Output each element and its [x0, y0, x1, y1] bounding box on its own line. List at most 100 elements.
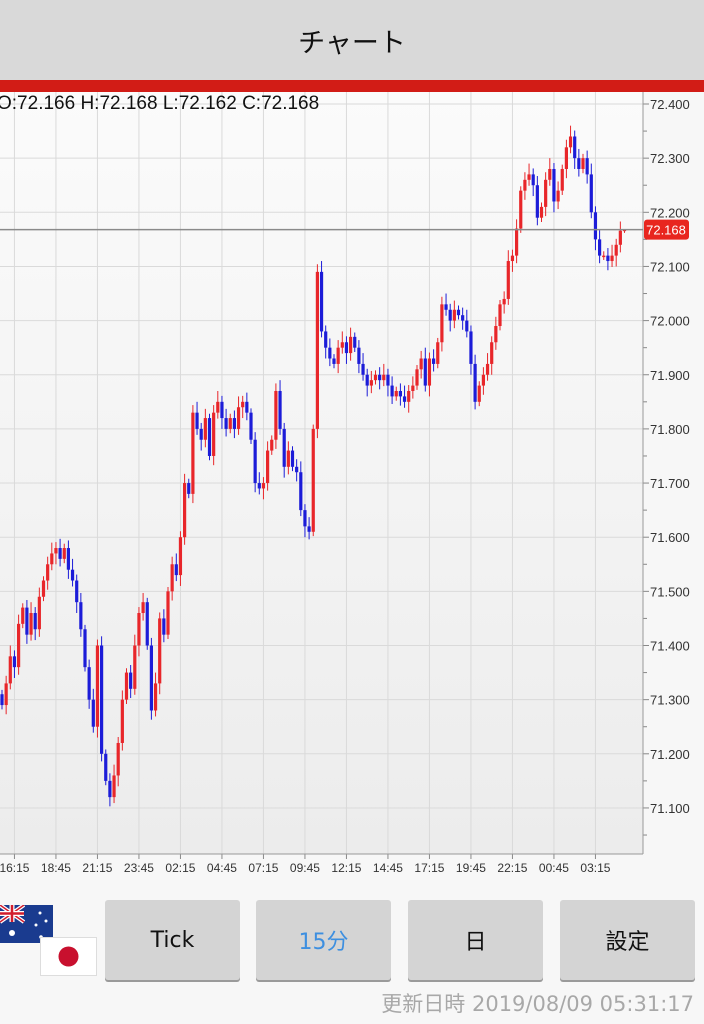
x-tick-label: 18:45	[41, 861, 71, 875]
candle-body	[307, 526, 311, 532]
candle-body	[58, 548, 62, 559]
candle-body	[170, 564, 174, 592]
candle-body	[4, 683, 8, 706]
candle-body	[236, 407, 241, 429]
candle-body	[556, 190, 560, 202]
candle-body	[324, 331, 328, 348]
candle-body	[432, 358, 436, 364]
candle-body	[108, 780, 112, 798]
app-header: チャート	[0, 0, 704, 80]
daily-button[interactable]: 日	[408, 900, 543, 980]
candle-body	[531, 174, 535, 186]
candle-body	[456, 309, 461, 316]
candle-body	[228, 418, 232, 429]
candle-body	[112, 775, 116, 798]
candle-body	[191, 412, 195, 494]
candle-body	[527, 174, 531, 180]
x-tick-label: 16:15	[0, 861, 30, 875]
candle-body	[25, 607, 29, 635]
candle-body	[249, 412, 253, 440]
y-tick-label: 71.300	[650, 693, 690, 708]
candle-body	[378, 374, 382, 381]
candle-body	[618, 230, 622, 245]
page-title: チャート	[298, 27, 406, 59]
candle-body	[344, 342, 349, 354]
candle-body	[353, 336, 357, 348]
candle-body	[336, 347, 340, 364]
y-tick-label: 72.100	[650, 259, 690, 274]
candle-body	[21, 607, 25, 624]
candle-body	[598, 239, 602, 256]
candle-body	[266, 450, 270, 484]
candle-body	[560, 168, 564, 191]
candle-body	[261, 483, 266, 489]
candle-body	[369, 380, 373, 386]
candle-body	[581, 158, 585, 169]
candle-body	[361, 363, 365, 375]
candle-body	[33, 613, 37, 630]
candle-body	[158, 618, 162, 684]
x-tick-label: 17:15	[414, 861, 444, 875]
candle-body	[54, 548, 58, 554]
x-tick-label: 04:45	[207, 861, 237, 875]
candle-body	[382, 374, 386, 381]
current-price-badge	[644, 219, 689, 240]
candle-body	[373, 374, 378, 381]
candle-body	[407, 390, 411, 402]
candle-body	[402, 396, 407, 402]
candle-body	[37, 596, 41, 630]
candle-body	[162, 618, 166, 635]
candle-body	[498, 304, 502, 327]
y-tick-label: 72.200	[650, 205, 690, 220]
candle-body	[490, 342, 494, 364]
candle-body	[120, 699, 124, 743]
candle-body	[614, 244, 618, 256]
settings-button[interactable]: 設定	[560, 900, 695, 980]
candle-body	[166, 591, 170, 635]
japan-flag-icon	[40, 937, 97, 976]
candle-body	[207, 418, 212, 456]
y-tick-label: 71.100	[650, 801, 690, 816]
candle-body	[153, 683, 158, 711]
candle-body	[386, 374, 390, 386]
candle-body	[411, 385, 415, 391]
candle-body	[129, 672, 133, 689]
x-tick-label: 19:45	[456, 861, 486, 875]
last-updated: 更新日時 2019/08/09 05:31:17	[381, 992, 694, 1016]
candle-body	[75, 580, 79, 603]
tick-button[interactable]: Tick	[105, 900, 240, 980]
candle-body	[328, 347, 332, 359]
candle-body	[461, 315, 465, 321]
candle-body	[394, 390, 398, 397]
candle-body	[510, 255, 515, 262]
y-tick-label: 72.300	[650, 151, 690, 166]
candle-body	[220, 401, 224, 419]
candle-body	[178, 537, 183, 576]
candle-body	[481, 374, 485, 386]
candle-body	[477, 385, 481, 402]
candle-body	[311, 428, 315, 532]
accent-bar	[0, 80, 704, 92]
y-tick-label: 71.800	[650, 422, 690, 437]
x-tick-label: 00:45	[539, 861, 569, 875]
candle-body	[83, 629, 87, 668]
x-tick-label: 14:45	[373, 861, 403, 875]
candle-body	[12, 656, 17, 668]
y-tick-label: 71.600	[650, 530, 690, 545]
candle-body	[365, 374, 369, 386]
candle-body	[436, 342, 440, 364]
candle-body	[295, 466, 299, 473]
candle-body	[585, 158, 589, 175]
candle-body	[8, 656, 12, 684]
15min-button[interactable]: 15分	[256, 900, 391, 980]
candle-body	[485, 363, 490, 375]
currency-pair-flags[interactable]	[0, 904, 100, 979]
candle-body	[606, 255, 610, 262]
y-tick-label: 71.200	[650, 747, 690, 762]
candlestick-chart[interactable]: 72.400 72.300 72.200 72.100 72.000 71.900 71.8…	[0, 92, 704, 882]
candle-body	[506, 261, 510, 299]
candle-body	[41, 580, 46, 597]
x-tick-label: 12:15	[331, 861, 361, 875]
candle-body	[79, 602, 83, 630]
candle-body	[253, 439, 257, 484]
